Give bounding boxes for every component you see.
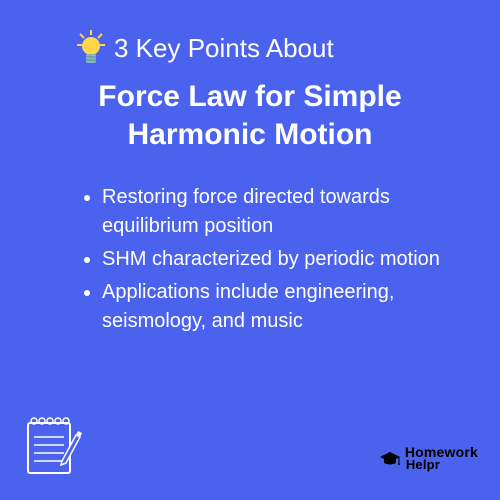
brand-line2: Helpr [406, 459, 478, 470]
info-card: 3 Key Points About Force Law for Simple … [0, 0, 500, 500]
header-row: 3 Key Points About [74, 28, 476, 68]
graduation-cap-icon [379, 451, 401, 467]
list-item: Restoring force directed towards equilib… [102, 183, 446, 241]
brand-logo: Homework Helpr [379, 447, 478, 470]
lightbulb-icon [74, 28, 108, 68]
subtitle: 3 Key Points About [114, 33, 334, 64]
main-title: Force Law for Simple Harmonic Motion [24, 78, 476, 153]
list-item: Applications include engineering, seismo… [102, 278, 446, 336]
notepad-icon [22, 413, 82, 478]
list-item: SHM characterized by periodic motion [102, 245, 446, 274]
key-points-list: Restoring force directed towards equilib… [24, 183, 476, 336]
brand-text: Homework Helpr [405, 447, 478, 470]
